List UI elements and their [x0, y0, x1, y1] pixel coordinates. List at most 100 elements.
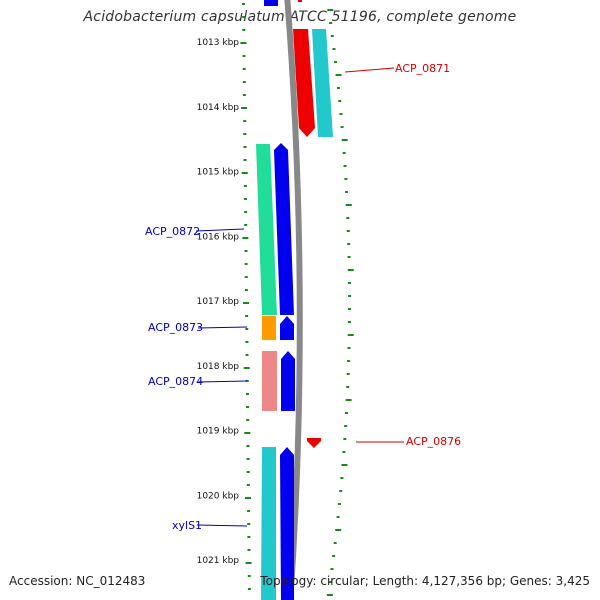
ruler-tick-inner [240, 42, 247, 44]
ruler-tick-outer [338, 100, 342, 102]
ruler-label: 1017 kbp [197, 297, 240, 307]
ruler-tick-inner [244, 211, 248, 213]
ruler-tick-outer [347, 256, 351, 258]
ruler-tick-outer [346, 217, 350, 219]
ruler-tick-outer [336, 87, 340, 89]
ruler-tick-outer [329, 22, 333, 24]
gene-label-acp-0876[interactable]: ACP_0876 [406, 435, 461, 448]
ruler-tick-outer [343, 438, 347, 440]
ruler-tick-outer [327, 9, 334, 11]
ruler-tick-inner [241, 172, 248, 174]
ruler-tick-outer [342, 152, 346, 154]
ruler-tick-inner [247, 536, 251, 538]
gene-acp-0874-cds[interactable] [281, 351, 295, 411]
ruler-tick-outer [347, 282, 351, 284]
ruler-tick-outer [328, 581, 332, 583]
ruler-tick-outer [337, 503, 341, 505]
ruler-tick-outer [340, 126, 344, 128]
ruler-tick-inner [246, 419, 250, 421]
gene-acp-0874-cog[interactable] [262, 351, 277, 411]
ruler-tick-outer [339, 490, 343, 492]
ruler-tick-inner [246, 458, 250, 460]
ruler-tick-inner [242, 55, 246, 57]
ruler-tick-outer [347, 295, 351, 297]
ruler-tick-inner [242, 68, 246, 70]
forward-cds-top-partial[interactable] [298, 0, 302, 2]
gene-label-acp-0871[interactable]: ACP_0871 [395, 62, 450, 75]
ruler-tick-inner [243, 198, 247, 200]
ruler-tick-inner [245, 393, 249, 395]
ruler-tick-outer [345, 399, 352, 401]
ruler-tick-inner [245, 354, 249, 356]
ruler-tick-outer [345, 191, 349, 193]
ruler-tick-inner [242, 16, 246, 18]
ruler-tick-inner [241, 107, 248, 109]
gene-acp-0872-cog[interactable] [256, 144, 277, 315]
ruler-tick-outer [340, 477, 344, 479]
gene-xyls1-cds[interactable] [280, 447, 294, 600]
ruler-label: 1015 kbp [197, 168, 240, 178]
map-title: Acidobacterium capsulatum ATCC 51196, co… [83, 9, 517, 25]
ruler-tick-outer [334, 61, 338, 63]
ruler-labels: 1013 kbp 1014 kbp 1015 kbp 1016 kbp 1017 kbp… [197, 38, 240, 566]
ruler-tick-outer [330, 568, 334, 570]
ruler-label: 1020 kbp [197, 491, 240, 501]
ruler-tick-outer [344, 178, 348, 180]
ruler-tick-inner [246, 445, 250, 447]
ruler-ticks-outer [326, 9, 354, 596]
ruler-label: 1019 kbp [197, 427, 240, 437]
ruler-tick-outer [347, 269, 354, 271]
gene-label-xyls1[interactable]: xylS1 [172, 519, 202, 532]
ruler-label: 1021 kbp [197, 556, 240, 566]
reverse-cds-top-partial[interactable] [264, 0, 278, 6]
ruler-tick-outer [341, 464, 348, 466]
ruler-tick-inner [243, 302, 250, 304]
gene-acp-0873-cog[interactable] [262, 316, 276, 340]
ruler-tick-inner [244, 276, 248, 278]
gene-acp-0876-cds[interactable] [307, 438, 321, 448]
ruler-tick-inner [243, 120, 247, 122]
ruler-tick-outer [343, 165, 347, 167]
ruler-tick-inner [245, 562, 252, 564]
ruler-tick-outer [339, 113, 343, 115]
ruler-tick-outer [346, 230, 350, 232]
ruler-tick-outer [335, 529, 342, 531]
ruler-tick-inner [246, 471, 250, 473]
gene-acp-0871-cog[interactable] [312, 29, 333, 137]
gene-acp-0872-cds[interactable] [274, 143, 294, 315]
ruler-tick-inner [246, 484, 250, 486]
ruler-tick-inner [243, 133, 247, 135]
gene-label-acp-0872[interactable]: ACP_0872 [145, 225, 200, 238]
ruler-tick-inner [244, 497, 251, 499]
ruler-tick-inner [242, 3, 246, 5]
ruler-tick-inner [247, 523, 251, 525]
ruler-tick-inner [244, 263, 248, 265]
ruler-tick-outer [347, 360, 351, 362]
gene-acp-0873-cds[interactable] [280, 316, 294, 340]
gene-xyls1-cog[interactable] [261, 447, 276, 600]
gene-label-acp-0873[interactable]: ACP_0873 [148, 321, 203, 334]
ruler-tick-inner [242, 29, 246, 31]
ruler-tick-inner [243, 159, 247, 161]
ruler-tick-inner [247, 510, 251, 512]
ruler-tick-inner [245, 315, 249, 317]
ruler-tick-inner [247, 549, 251, 551]
ruler-tick-outer [342, 451, 346, 453]
genome-summary-text: Topology: circular; Length: 4,127,356 bp… [260, 574, 590, 588]
ruler-tick-inner [247, 575, 251, 577]
ruler-tick-inner [247, 588, 251, 590]
ruler-label: 1018 kbp [197, 362, 240, 372]
gene-acp-0871-cds[interactable] [293, 29, 315, 137]
ruler-tick-outer [341, 139, 348, 141]
ruler-tick-inner [245, 341, 249, 343]
ruler-tick-outer [347, 347, 351, 349]
ruler-tick-outer [344, 412, 348, 414]
ruler-tick-outer [333, 542, 337, 544]
ruler-label: 1013 kbp [197, 38, 240, 48]
ruler-tick-inner [243, 146, 247, 148]
gene-label-acp-0874[interactable]: ACP_0874 [148, 375, 203, 388]
ruler-tick-outer [347, 321, 351, 323]
ruler-tick-inner [243, 185, 247, 187]
ruler-tick-outer [347, 334, 354, 336]
